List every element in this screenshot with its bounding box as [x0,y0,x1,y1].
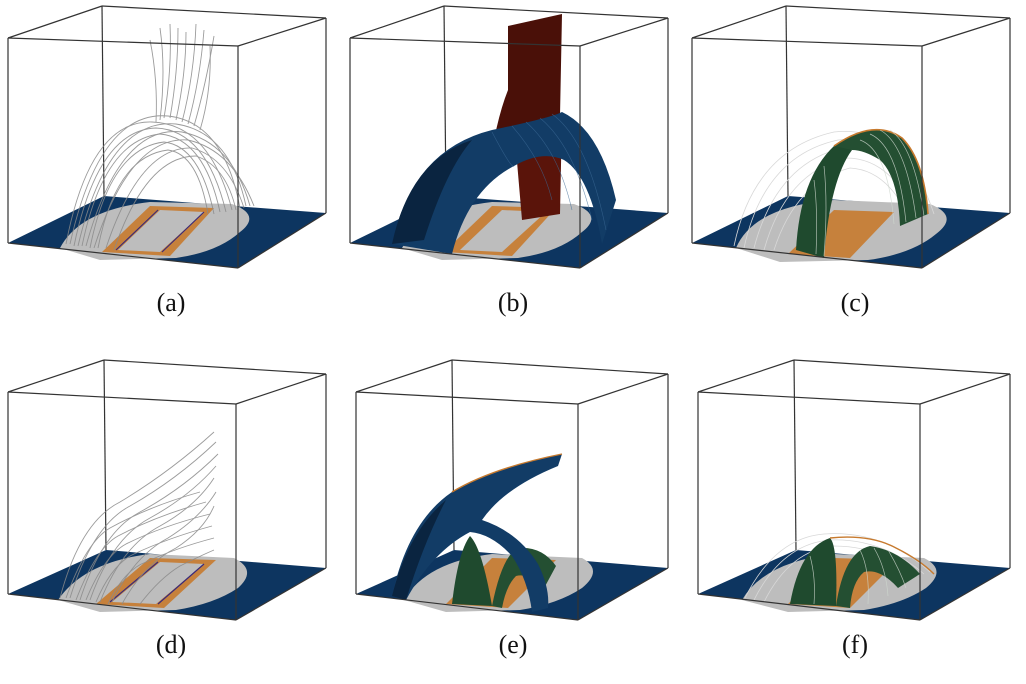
bounding-box-back [355,359,669,551]
panel-e-render [355,359,669,621]
footprint-inner [460,210,546,252]
panel-d: (d) [0,342,342,684]
surface-green-left [796,142,852,258]
panel-a-caption: (a) [156,288,186,317]
bounding-box-front [355,373,669,621]
surface-green-right [834,129,928,226]
surface-green-right [492,547,556,608]
footprint-lines [109,561,205,605]
panel-c-render [691,5,1011,269]
bounding-box-back [691,5,1011,197]
bounding-box-front [349,17,669,269]
bounding-box-back [7,5,327,197]
panel-e-caption: (e) [498,630,528,659]
surface-green-lines [809,547,907,605]
panel-e: (e) [342,342,684,684]
panel-b: (b) [342,0,684,342]
bounding-box-back [697,359,1011,551]
panel-d-render [7,359,327,621]
surface-blue-shade [392,500,446,600]
footprint-inner [118,210,204,252]
panel-d-caption: (d) [155,630,187,659]
surface-blue-arch [392,112,616,254]
surface-blue-arch-shade [392,140,472,244]
panel-f-caption: (f) [842,630,868,659]
bounding-box-front [697,373,1011,621]
surface-green-right [836,546,920,608]
panel-c-caption: (c) [840,288,870,317]
panel-a-render [7,5,327,269]
surface-blue-twisted [392,454,562,612]
streamlines [59,431,219,605]
bounding-box-front [7,17,327,269]
panel-b-caption: (b) [497,288,529,317]
panel-a: (a) [0,0,342,342]
bounding-box-back [7,359,327,551]
surface-blue-lines [491,113,607,231]
panel-f-render [697,359,1011,621]
panel-f: (f) [684,342,1026,684]
footprint-lines [115,209,205,253]
surface-red-sheet [494,14,562,140]
panel-c: (c) [684,0,1026,342]
bounding-box-front [691,17,1011,269]
surface-green-lines [813,129,925,257]
panel-b-render [349,5,669,269]
surface-edge [829,536,935,575]
surface-edge [451,453,563,493]
surface-green-left [452,536,492,606]
surface-edge [833,128,929,215]
bounding-box-front [7,373,327,621]
streamlines [65,23,255,251]
